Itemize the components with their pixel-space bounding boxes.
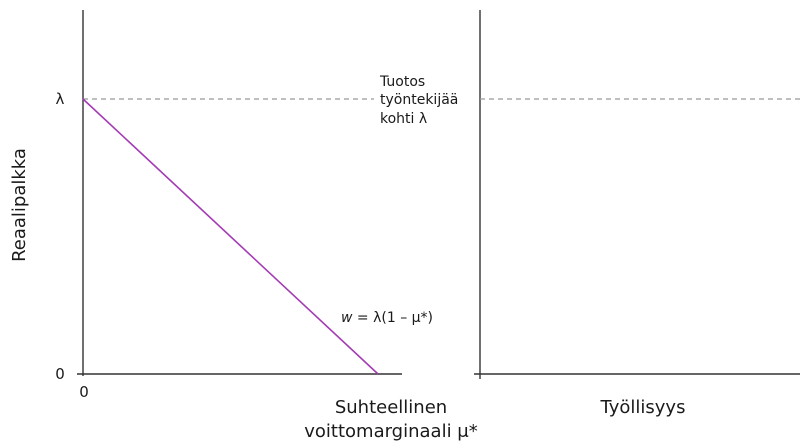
right-x-axis-label: Työllisyys <box>600 397 686 418</box>
wage-curve-line <box>82 98 379 375</box>
x-tick-origin: 0 <box>79 383 89 401</box>
guide-annotation-line-1: Tuotos <box>379 74 425 90</box>
curve-label-variable: w <box>341 310 353 326</box>
x-axis-label-line-2: voittomarginaali μ* <box>304 421 478 442</box>
y-tick-lambda: λ <box>56 90 65 108</box>
curve-label-expression: = λ(1 – μ*) <box>357 310 433 326</box>
guide-annotation-line-3: kohti λ <box>380 111 427 127</box>
y-axis-label: Reaalipalkka <box>9 148 30 262</box>
curve-label: w = λ(1 – μ*) <box>341 310 433 326</box>
y-tick-zero: 0 <box>55 365 65 383</box>
x-axis-label-line-1: Suhteellinen <box>335 397 447 418</box>
guide-annotation-line-2: työntekijää <box>380 92 458 108</box>
